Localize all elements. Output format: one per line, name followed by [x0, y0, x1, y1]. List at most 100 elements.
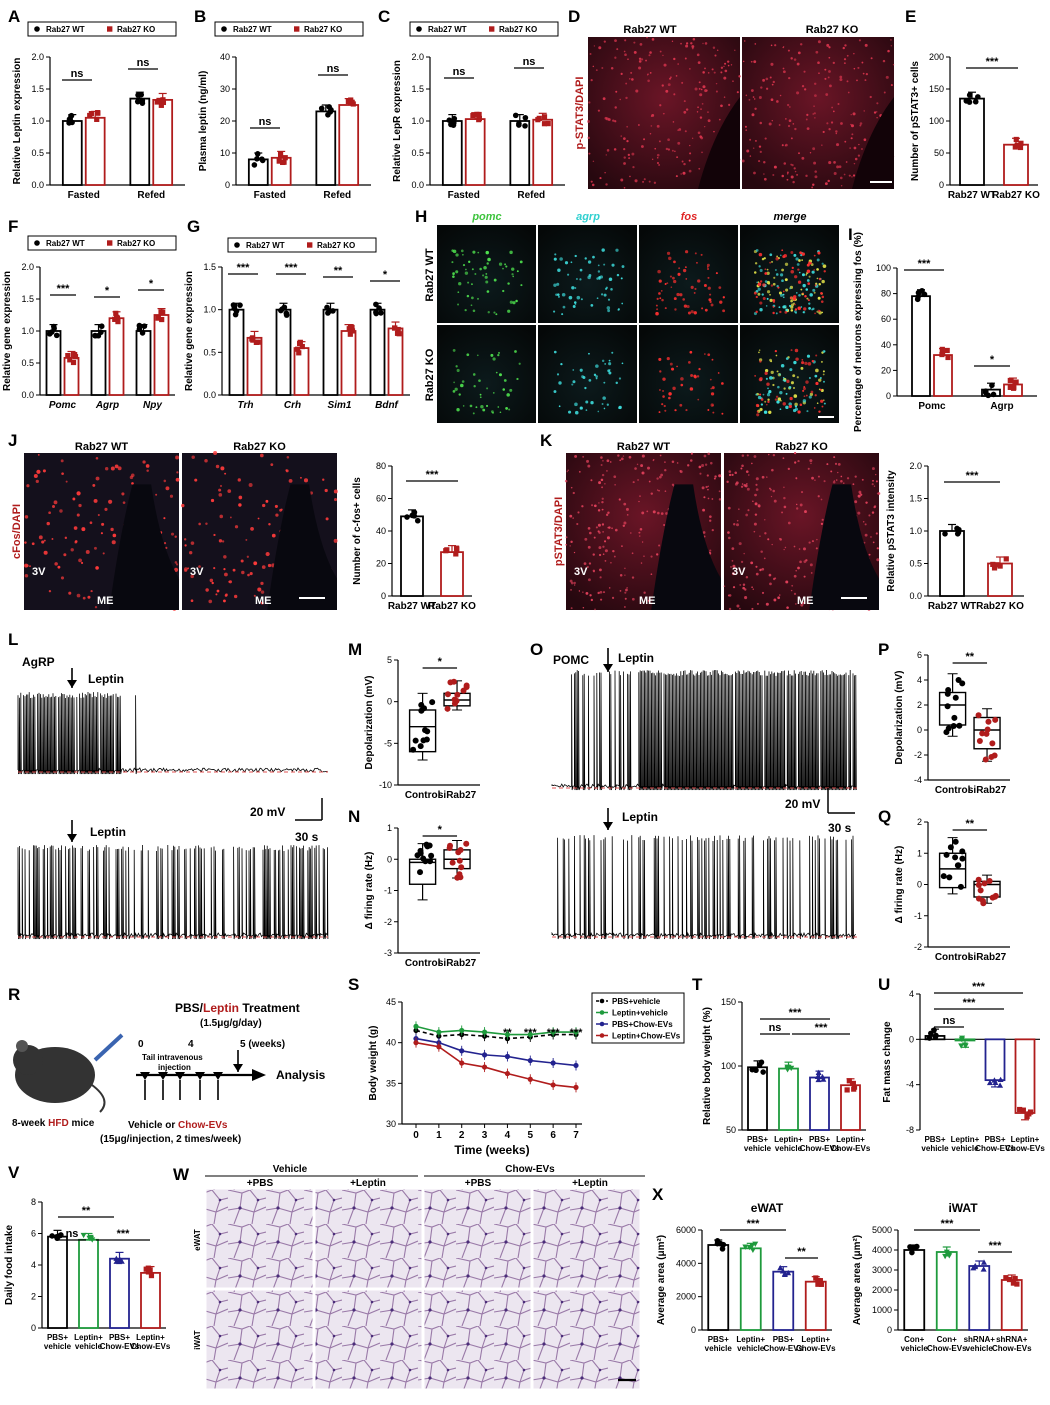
data-point [942, 1253, 949, 1260]
data-point [448, 121, 454, 128]
cell-signal [854, 500, 858, 504]
data-point [954, 530, 961, 537]
cell-signal [700, 253, 703, 256]
cell-signal [792, 297, 796, 301]
cell-signal [493, 278, 497, 282]
cell-signal [690, 374, 694, 377]
data-point [148, 1272, 155, 1279]
cell-signal [766, 271, 770, 275]
cell-signal [165, 486, 170, 491]
chart-title: iWAT [948, 1201, 978, 1215]
sig-label: *** [285, 262, 299, 274]
cell-signal [205, 588, 209, 592]
cell-signal [708, 298, 712, 302]
cell-signal [808, 307, 811, 310]
data-point [983, 730, 990, 737]
cell-signal [117, 466, 122, 471]
cell-signal [704, 308, 708, 312]
cell-signal [198, 565, 201, 568]
y-tick-label: 100 [876, 263, 891, 273]
cell-signal [645, 59, 647, 62]
y-axis-label: Fat mass change [882, 1021, 893, 1103]
cell-signal [809, 293, 813, 297]
data-point [785, 1269, 792, 1276]
data-point [981, 880, 988, 887]
cell-signal [579, 406, 583, 410]
data-point [909, 1249, 915, 1256]
cell-signal [697, 106, 699, 109]
cell-signal [253, 594, 256, 597]
cell-signal [707, 485, 709, 487]
voltage-trace [17, 845, 329, 940]
data-point [145, 1265, 151, 1271]
cell-signal [617, 454, 620, 457]
panel-W-histology: Vehicle Chow-EVs+PBS +Leptin +PBS +LeptineWA… [193, 1164, 645, 1390]
cell-signal [89, 521, 93, 525]
cell-signal [477, 251, 480, 254]
cell-signal [191, 455, 195, 459]
data-point [946, 874, 953, 881]
cell-signal [853, 67, 856, 70]
cell-signal [720, 71, 723, 74]
cell-signal [757, 287, 761, 291]
cell-signal [710, 403, 714, 407]
voltage-trace [551, 670, 857, 791]
cell-signal [100, 532, 103, 535]
cell-signal [768, 390, 772, 394]
cell-signal [799, 503, 803, 507]
cell-signal [620, 135, 622, 137]
data-point [65, 353, 71, 359]
cell-signal [873, 111, 877, 114]
cell-signal [658, 140, 661, 143]
cell-signal [673, 57, 676, 61]
x-tick-label: Chow-EVs [800, 1144, 840, 1153]
data-point [460, 687, 467, 694]
data-point [1011, 384, 1017, 390]
cell-signal [771, 83, 774, 86]
panel-letter-X: X [652, 1185, 664, 1204]
cell-signal [870, 57, 873, 60]
data-point [420, 855, 427, 862]
y-axis-label: Average area (μm²) [656, 1235, 667, 1325]
cell-signal [818, 410, 821, 413]
cell-signal [684, 130, 687, 133]
cell-signal [671, 40, 674, 43]
cell-signal [569, 514, 573, 518]
cell-signal [628, 157, 631, 160]
data-point [414, 852, 421, 859]
cell-signal [687, 464, 690, 467]
cell-signal [718, 286, 722, 289]
cell-signal [604, 560, 607, 562]
x-tick-label: siRab27 [438, 958, 477, 969]
cell-signal [812, 147, 816, 151]
cell-signal [479, 393, 482, 396]
cell-signal [516, 377, 519, 381]
cell-signal [121, 492, 125, 496]
cell-signal [711, 68, 714, 71]
cell-signal [853, 52, 855, 55]
cell-signal [502, 289, 505, 293]
data-point [939, 346, 945, 352]
cell-signal [797, 280, 802, 284]
cell-signal [593, 504, 597, 508]
cell-signal [555, 293, 558, 296]
cell-signal [785, 288, 789, 292]
cell-signal [598, 276, 601, 279]
sig-label: *** [966, 470, 980, 482]
x-tick-label: 0 [413, 1130, 419, 1141]
cell-signal [772, 577, 776, 581]
cell-signal [624, 591, 627, 594]
data-point [113, 1258, 120, 1264]
cell-signal [616, 273, 620, 277]
cell-signal [759, 308, 763, 312]
cell-signal [791, 266, 794, 270]
cell-signal [757, 395, 762, 400]
cell-signal [605, 513, 609, 517]
cell-signal [690, 452, 693, 455]
cell-signal [759, 568, 762, 572]
cell-signal [813, 161, 817, 165]
cell-signal [659, 389, 661, 391]
cell-signal [807, 467, 810, 470]
cell-signal [711, 498, 714, 500]
cell-signal [567, 273, 570, 276]
